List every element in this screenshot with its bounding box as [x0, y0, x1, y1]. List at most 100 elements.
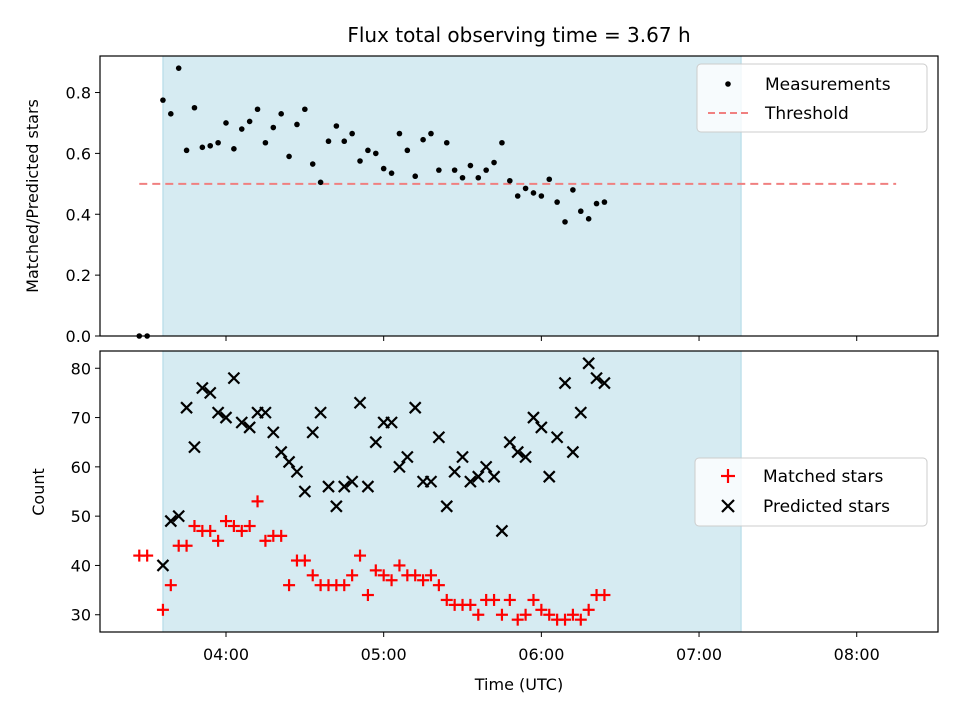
y-tick-label: 0.4: [66, 205, 91, 224]
matched-star-point: [141, 549, 154, 562]
predicted-star-point: [290, 465, 304, 479]
measurement-point: [467, 162, 474, 169]
matched-star-point: [519, 608, 532, 621]
measurement-point: [483, 167, 489, 173]
predicted-star-point: [393, 460, 406, 474]
top-y-axis-label: Matched/Predicted stars: [23, 99, 42, 293]
predicted-star-point: [542, 470, 556, 483]
measurement-point: [254, 106, 261, 113]
predicted-star-point: [424, 475, 438, 488]
matched-star-point: [511, 613, 524, 626]
predicted-star-point: [345, 475, 359, 488]
bottom-panel-frame: [99, 350, 939, 633]
matched-star-point: [417, 574, 430, 587]
predicted-star-point: [401, 450, 414, 464]
matched-star-point: [424, 569, 437, 582]
predicted-star-point: [408, 401, 422, 414]
matched-star-point: [188, 520, 201, 533]
measurement-point: [420, 136, 426, 143]
matched-star-point: [503, 593, 516, 606]
matched-star-point: [306, 569, 319, 582]
matched-star-point: [361, 589, 374, 602]
measurement-point: [215, 139, 221, 146]
chart-title: Flux total observing time = 3.67 h: [347, 23, 690, 47]
predicted-star-point: [432, 430, 446, 444]
measurement-point: [231, 146, 237, 152]
predicted-star-point: [298, 485, 312, 498]
measurement-point: [562, 219, 568, 225]
measurement-point: [404, 147, 411, 154]
matched-star-point: [385, 574, 398, 587]
measurement-point: [333, 123, 340, 129]
predicted-star-point: [172, 509, 185, 523]
y-tick-label: 50: [71, 507, 91, 526]
matched-star-point: [369, 564, 382, 577]
predicted-star-point: [235, 416, 249, 429]
measurement-point: [325, 138, 332, 145]
matched-star-point: [472, 608, 485, 621]
measurement-point: [499, 139, 505, 146]
measurement-point: [191, 104, 198, 111]
measurement-point: [341, 138, 348, 145]
measurement-point: [270, 124, 277, 131]
bottom-y-axis-label: Count: [29, 468, 48, 516]
measurement-point: [286, 153, 292, 160]
measurement-point: [570, 187, 576, 193]
measurement-point: [601, 199, 608, 205]
y-tick-label: 0.8: [66, 84, 91, 103]
measurement-point: [294, 121, 300, 128]
predicted-star-point: [472, 470, 485, 483]
measurement-point: [412, 173, 419, 180]
predicted-star-point: [188, 440, 201, 454]
measurement-point: [317, 179, 324, 186]
x-axis-label: Time (UTC): [474, 675, 563, 694]
matched-star-point: [432, 579, 445, 592]
matched-star-point: [495, 608, 508, 621]
legend-measurements-marker: [725, 81, 731, 87]
observing-window-shade: [162, 351, 742, 632]
matched-star-point: [251, 495, 264, 508]
bottom-legend: Matched stars Predicted stars: [694, 457, 928, 527]
predicted-star-point: [440, 500, 454, 513]
predicted-star-point: [219, 411, 233, 424]
y-tick-label: 0.0: [66, 327, 91, 346]
measurement-point: [183, 147, 190, 154]
predicted-star-point: [196, 381, 209, 395]
predicted-star-point: [527, 411, 540, 424]
matched-star-point: [409, 569, 422, 582]
y-tick-label: 30: [71, 606, 91, 625]
y-tick-label: 0.2: [66, 266, 91, 285]
measurement-point: [475, 174, 482, 181]
measurement-point: [459, 174, 466, 181]
matched-star-point: [574, 613, 587, 626]
predicted-star-point: [156, 559, 170, 572]
matched-star-point: [566, 608, 579, 621]
predicted-star-point: [369, 435, 383, 449]
x-tick-label: 04:00: [203, 645, 249, 664]
measurement-point: [507, 177, 513, 184]
y-tick-label: 0.6: [66, 144, 91, 163]
predicted-star-point: [448, 465, 461, 479]
predicted-star-point: [243, 421, 256, 434]
matched-star-point: [582, 603, 595, 616]
x-tick-label: 05:00: [361, 645, 407, 664]
predicted-star-point: [337, 480, 351, 493]
predicted-star-point: [566, 445, 580, 459]
measurement-point: [396, 130, 403, 137]
legend-threshold-label: Threshold: [764, 104, 849, 124]
matched-star-point: [243, 520, 256, 533]
predicted-star-point: [574, 406, 588, 419]
legend-measurements-label: Measurements: [765, 75, 891, 95]
measurement-point: [372, 150, 379, 157]
predicted-star-point: [479, 460, 493, 474]
matched-star-point: [488, 593, 501, 606]
measurement-point: [175, 65, 182, 71]
matched-star-point: [338, 579, 351, 592]
top-legend-box: [696, 63, 928, 133]
bottom-panel: 30 40 50 60 70 80 04:00 05:00 06:00 07:00 08:00 C…: [29, 350, 939, 694]
measurement-point: [365, 147, 371, 154]
matched-star-point: [598, 589, 611, 602]
predicted-star-point: [598, 376, 611, 390]
y-tick-label: 70: [71, 409, 91, 428]
